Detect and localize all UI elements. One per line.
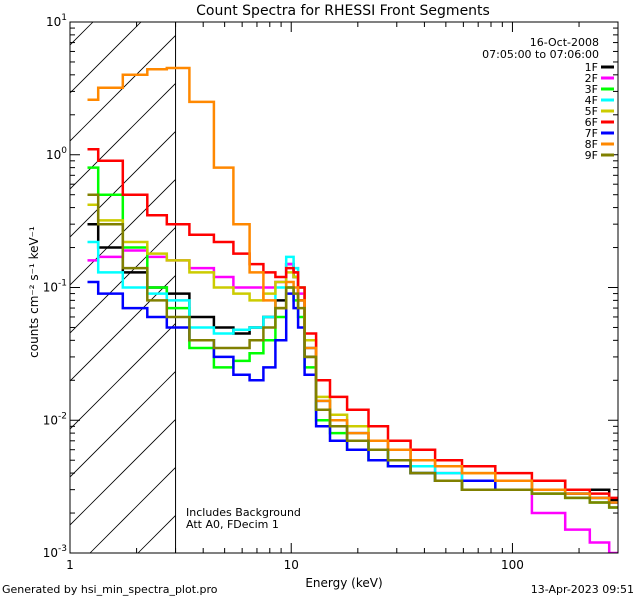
legend-label-6F: 6F (585, 116, 598, 129)
chart-title: Count Spectra for RHESSI Front Segments (196, 3, 490, 19)
annotation-attenuator: Att A0, FDecim 1 (186, 518, 279, 531)
footer-timestamp: 13-Apr-2023 09:51 (530, 583, 634, 596)
y-axis-label: counts cm⁻² s⁻¹ keV⁻¹ (27, 226, 41, 358)
hatch-line (70, 418, 176, 526)
x-tick-labels: 1 10 100 (66, 558, 524, 572)
hatch-line (70, 370, 176, 478)
legend-label-5F: 5F (585, 105, 598, 118)
x-tick-label: 10 (284, 558, 299, 572)
axis-ticks (69, 22, 619, 554)
y-tick-labels: 101 100 10-1 10-2 10-3 (43, 13, 68, 560)
series-9F (87, 193, 618, 509)
legend-label-3F: 3F (585, 83, 598, 96)
x-tick-label: 100 (501, 558, 524, 572)
series-7F (87, 280, 618, 504)
legend-label-2F: 2F (585, 72, 598, 85)
legend-label-9F: 9F (585, 149, 598, 162)
series-group (87, 66, 618, 553)
legend-label-8F: 8F (585, 138, 598, 151)
date-label: 16-Oct-2008 (530, 36, 599, 49)
hatch-line (70, 82, 176, 190)
hatch-line (70, 34, 176, 142)
x-tick-label: 1 (66, 558, 74, 572)
legend-label-1F: 1F (585, 61, 598, 74)
y-tick-label: 100 (46, 146, 67, 162)
legend-label-7F: 7F (585, 127, 598, 140)
y-tick-label: 101 (46, 13, 67, 29)
time-range-label: 07:05:00 to 07:06:00 (482, 48, 599, 61)
footer-generated-by: Generated by hsi_min_spectra_plot.pro (2, 583, 218, 596)
x-axis-label: Energy (keV) (305, 576, 382, 590)
legend-label-4F: 4F (585, 94, 598, 107)
y-tick-label: 10-2 (43, 411, 67, 427)
y-tick-label: 10-3 (43, 544, 67, 560)
annotation-background: Includes Background (186, 506, 301, 519)
y-tick-label: 10-1 (43, 279, 67, 295)
hatch-line (70, 226, 176, 334)
